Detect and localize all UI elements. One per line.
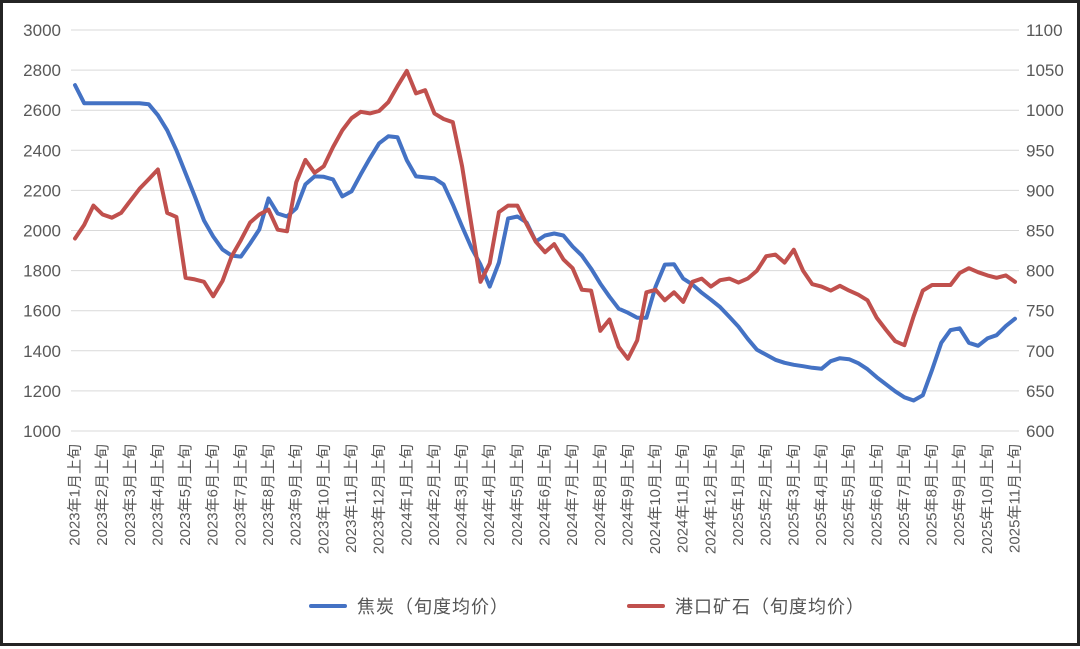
- ore-line-swatch: [627, 604, 665, 608]
- y-axis-right-tick-label: 900: [1026, 181, 1054, 200]
- y-axis-left-tick-label: 1200: [23, 382, 61, 401]
- y-axis-right-tick-label: 850: [1026, 222, 1054, 241]
- x-axis-tick-label: 2024年8月上旬: [592, 444, 609, 546]
- y-axis-right-tick-label: 650: [1026, 382, 1054, 401]
- x-axis-tick-label: 2024年11月上旬: [675, 444, 692, 553]
- legend-label-coke: 焦炭（旬度均价）: [357, 597, 509, 617]
- y-axis-right-tick-label: 700: [1026, 342, 1054, 361]
- y-axis-left-tick-label: 1800: [23, 262, 61, 281]
- plot-area: 3000 2800 2600 2400 2200 2000 1800 1600 1400 1200…: [23, 21, 1064, 554]
- y-axis-right-tick-label: 1050: [1026, 61, 1064, 80]
- x-axis-tick-label: 2024年6月上旬: [537, 444, 554, 546]
- x-axis-tick-label: 2023年12月上旬: [371, 444, 388, 554]
- x-axis-tick-label: 2025年10月上旬: [979, 444, 996, 554]
- x-axis-tick-label: 2024年9月上旬: [619, 444, 636, 546]
- y-axis-right-tick-label: 600: [1026, 422, 1054, 441]
- x-axis-tick-label: 2025年11月上旬: [1007, 444, 1024, 553]
- y-axis-left-tick-label: 1000: [23, 422, 61, 441]
- x-axis-tick-label: 2025年8月上旬: [924, 444, 941, 546]
- legend: 焦炭（旬度均价） 港口矿石（旬度均价）: [47, 593, 1080, 619]
- x-axis-tick-label: 2023年1月上旬: [67, 444, 84, 546]
- x-axis-tick-label: 2025年5月上旬: [841, 444, 858, 546]
- x-axis-tick-label: 2025年4月上旬: [813, 444, 830, 546]
- y-axis-left-tick-label: 1400: [23, 342, 61, 361]
- legend-label-ore: 港口矿石（旬度均价）: [675, 597, 865, 617]
- y-axis-left-tick-label: 2600: [23, 101, 61, 120]
- x-axis-tick-label: 2023年10月上旬: [315, 444, 332, 554]
- x-axis-tick-label: 2023年6月上旬: [205, 444, 222, 546]
- x-axis-tick-label: 2023年9月上旬: [288, 444, 305, 546]
- legend-item-ore: 港口矿石（旬度均价）: [627, 593, 865, 619]
- y-axis-left-tick-label: 2200: [23, 181, 61, 200]
- x-axis-tick-label: 2024年10月上旬: [647, 444, 664, 554]
- coke-price-line: [73, 83, 1017, 403]
- x-axis-tick-label: 2024年1月上旬: [398, 444, 415, 546]
- x-axis-tick-label: 2023年7月上旬: [232, 444, 249, 546]
- y-axis-left-tick-label: 2800: [23, 61, 61, 80]
- x-axis-tick-label: 2024年2月上旬: [426, 444, 443, 546]
- x-axis-tick-label: 2025年7月上旬: [896, 444, 913, 546]
- y-axis-right-tick-label: 1000: [1026, 101, 1064, 120]
- legend-item-coke: 焦炭（旬度均价）: [309, 593, 509, 619]
- y-axis-right-tick-label: 800: [1026, 262, 1054, 281]
- coke-line-swatch: [309, 604, 347, 608]
- x-axis-tick-label: 2023年4月上旬: [149, 444, 166, 546]
- y-axis-right-tick-label: 1100: [1026, 21, 1063, 40]
- x-axis-tick-label: 2023年8月上旬: [260, 444, 277, 546]
- x-axis-tick-label: 2025年9月上旬: [951, 444, 968, 546]
- y-axis-right-tick-label: 750: [1026, 302, 1054, 321]
- y-axis-left-tick-label: 3000: [23, 21, 61, 40]
- x-axis-tick-label: 2024年12月上旬: [702, 444, 719, 554]
- x-axis-tick-label: 2024年5月上旬: [509, 444, 526, 546]
- x-axis-tick-label: 2025年1月上旬: [730, 444, 747, 546]
- x-axis-tick-label: 2023年3月上旬: [122, 444, 139, 546]
- x-axis-tick-label: 2023年2月上旬: [94, 444, 111, 546]
- x-axis-tick-label: 2024年3月上旬: [454, 444, 471, 546]
- y-axis-left-tick-label: 2000: [23, 222, 61, 241]
- y-axis-left-tick-label: 1600: [23, 302, 61, 321]
- x-axis-tick-label: 2025年3月上旬: [785, 444, 802, 546]
- x-axis-tick-label: 2025年6月上旬: [868, 444, 885, 546]
- y-axis-right-tick-label: 950: [1026, 141, 1054, 160]
- ore-price-line: [73, 68, 1017, 361]
- x-axis-tick-label: 2024年4月上旬: [481, 444, 498, 546]
- y-axis-left-tick-label: 2400: [23, 141, 61, 160]
- x-axis-tick-label: 2023年5月上旬: [177, 444, 194, 546]
- x-axis-tick-label: 2023年11月上旬: [343, 444, 360, 553]
- x-axis-tick-label: 2025年2月上旬: [758, 444, 775, 546]
- x-axis-tick-label: 2024年7月上旬: [564, 444, 581, 546]
